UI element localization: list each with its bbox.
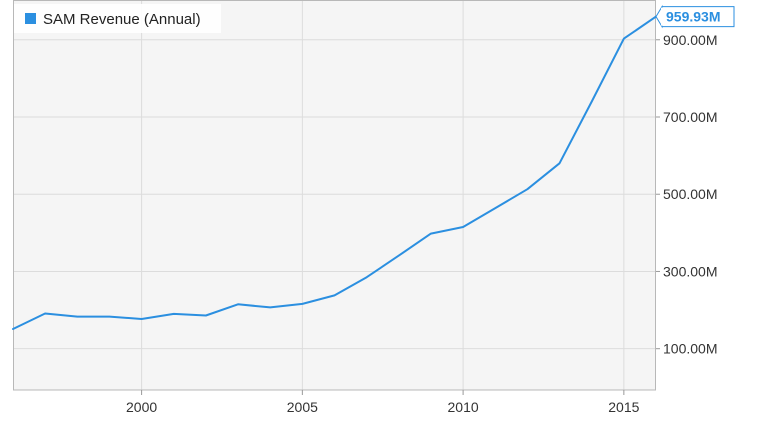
y-tick-label: 300.00M [663, 263, 717, 279]
x-gridlines [141, 0, 625, 390]
y-tick-label: 500.00M [663, 186, 717, 202]
plot-area [13, 0, 656, 390]
x-tick-label: 2010 [448, 399, 479, 415]
last-value-joint [661, 7, 664, 26]
last-value-label: 959.93M [666, 9, 720, 25]
y-gridlines [13, 39, 656, 350]
last-value-callout: 959.93M [655, 4, 735, 29]
series-line [12, 15, 657, 330]
legend-swatch [25, 13, 36, 24]
x-tick-label: 2005 [287, 399, 318, 415]
plot-frame [13, 0, 656, 391]
legend: SAM Revenue (Annual) [14, 4, 221, 33]
legend-box [14, 4, 221, 33]
y-axis-ticks: 100.00M 300.00M 500.00M 700.00M 900.00M [656, 32, 717, 357]
y-tick-label: 700.00M [663, 109, 717, 125]
x-tick-label: 2015 [608, 399, 639, 415]
legend-label: SAM Revenue (Annual) [43, 11, 201, 28]
y-tick-label: 900.00M [663, 32, 717, 48]
x-axis-ticks: 2000 2005 2010 2015 [126, 390, 640, 415]
series-layer [12, 15, 657, 330]
x-tick-label: 2000 [126, 399, 157, 415]
y-tick-label: 100.00M [663, 341, 717, 357]
